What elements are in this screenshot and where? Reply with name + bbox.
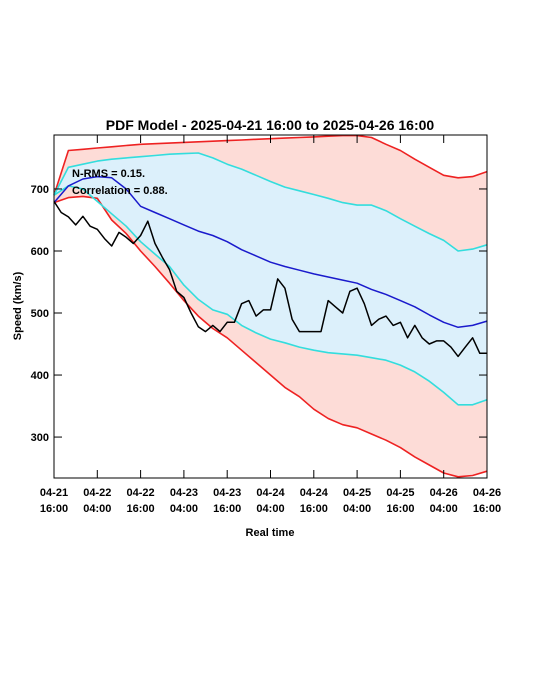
y-tick-label: 600 <box>31 246 49 258</box>
series-line <box>53 200 487 358</box>
band-lower-line <box>53 195 488 478</box>
x-tick-label: 04-22 16:00 <box>127 487 155 515</box>
annotation: Correlation = 0.88. <box>72 185 168 197</box>
series-line <box>53 175 488 329</box>
band-upper-line <box>53 152 488 252</box>
x-tick-label: 04-23 04:00 <box>170 487 198 515</box>
x-tick-label: 04-21 16:00 <box>40 487 68 515</box>
y-tick-label: 700 <box>31 184 49 196</box>
x-tick-label: 04-24 04:00 <box>256 487 285 515</box>
x-axis-label: Real time <box>246 527 295 539</box>
x-tick-label: 04-24 16:00 <box>300 487 329 515</box>
x-tick-label: 04-26 04:00 <box>430 487 458 515</box>
x-tick-label: 04-25 04:00 <box>343 487 371 515</box>
x-tick-label: 04-22 04:00 <box>83 487 111 515</box>
band-lower-line <box>53 185 488 406</box>
chart-title: PDF Model - 2025-04-21 16:00 to 2025-04-… <box>106 117 435 133</box>
y-tick-label: 300 <box>31 432 49 444</box>
annotation: N-RMS = 0.15. <box>72 168 145 180</box>
y-tick-label: 400 <box>31 370 49 382</box>
x-tick-label: 04-26 16:00 <box>473 487 501 515</box>
x-tick-label: 04-25 16:00 <box>386 487 414 515</box>
y-axis-label: Speed (km/s) <box>12 271 24 340</box>
y-tick-label: 500 <box>31 308 49 320</box>
x-tick-label: 04-23 16:00 <box>213 487 241 515</box>
